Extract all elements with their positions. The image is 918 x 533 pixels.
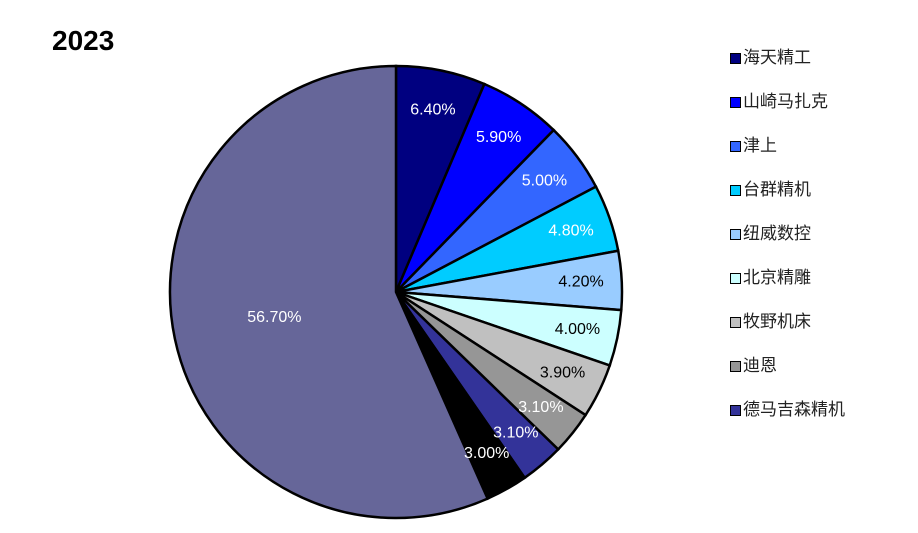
legend-label: 牧野机床 xyxy=(743,312,811,332)
legend-label: 德马吉森精机 xyxy=(743,400,845,420)
legend-label: 迪恩 xyxy=(743,356,777,376)
legend-swatch xyxy=(730,141,741,152)
legend-item: 纽威数控 xyxy=(730,222,870,246)
legend-swatch xyxy=(730,317,741,328)
value-label: 3.90% xyxy=(540,364,585,381)
value-label: 5.90% xyxy=(476,129,521,146)
value-label: 56.70% xyxy=(247,309,301,326)
value-label: 3.10% xyxy=(493,425,538,442)
legend-item: 津上 xyxy=(730,134,870,158)
value-label: 4.20% xyxy=(558,274,603,291)
value-label: 5.00% xyxy=(522,172,567,189)
legend-item: 北京精雕 xyxy=(730,266,870,290)
chart-title: 2023 xyxy=(52,25,114,56)
pie-slice xyxy=(168,64,490,520)
legend: 海天精工山崎马扎克津上台群精机纽威数控北京精雕牧野机床迪恩德马吉森精机 xyxy=(730,46,870,442)
legend-swatch xyxy=(730,185,741,196)
legend-item: 山崎马扎克 xyxy=(730,90,870,114)
legend-swatch xyxy=(730,229,741,240)
value-label: 4.00% xyxy=(555,321,600,338)
legend-label: 津上 xyxy=(743,136,777,156)
legend-label: 纽威数控 xyxy=(743,224,811,244)
value-label: 3.10% xyxy=(518,399,563,416)
legend-swatch xyxy=(730,97,741,108)
legend-swatch xyxy=(730,53,741,64)
legend-swatch xyxy=(730,273,741,284)
value-label: 4.80% xyxy=(548,222,593,239)
legend-label: 海天精工 xyxy=(743,48,811,68)
legend-label: 台群精机 xyxy=(743,180,811,200)
legend-item: 海天精工 xyxy=(730,46,870,70)
value-label: 6.40% xyxy=(410,102,455,119)
value-label: 3.00% xyxy=(464,445,509,462)
legend-item: 德马吉森精机 xyxy=(730,398,870,422)
legend-swatch xyxy=(730,405,741,416)
legend-label: 山崎马扎克 xyxy=(743,92,828,112)
legend-swatch xyxy=(730,361,741,372)
legend-item: 迪恩 xyxy=(730,354,870,378)
legend-label: 北京精雕 xyxy=(743,268,811,288)
legend-item: 牧野机床 xyxy=(730,310,870,334)
legend-item: 台群精机 xyxy=(730,178,870,202)
